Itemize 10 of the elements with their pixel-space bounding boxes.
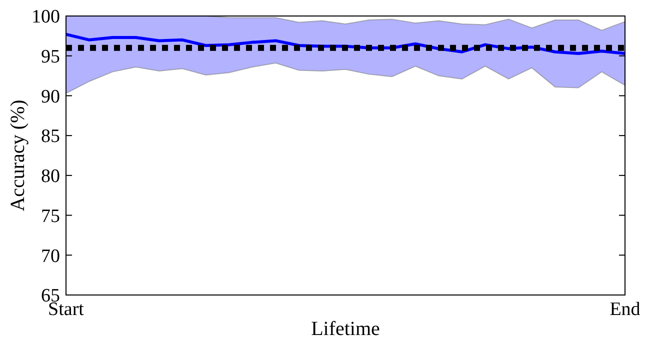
y-axis-title: Accuracy (%)	[7, 100, 29, 212]
y-tick-label: 95	[41, 46, 60, 68]
x-axis-title: Lifetime	[311, 318, 380, 340]
y-tick-label: 90	[41, 86, 60, 108]
y-tick-label: 70	[41, 246, 60, 267]
y-tick-label: 80	[41, 166, 60, 188]
y-tick-label: 75	[41, 206, 60, 227]
y-tick-label: 85	[41, 126, 60, 148]
y-tick-label: 100	[32, 6, 60, 28]
x-tick-label: End	[610, 299, 641, 320]
